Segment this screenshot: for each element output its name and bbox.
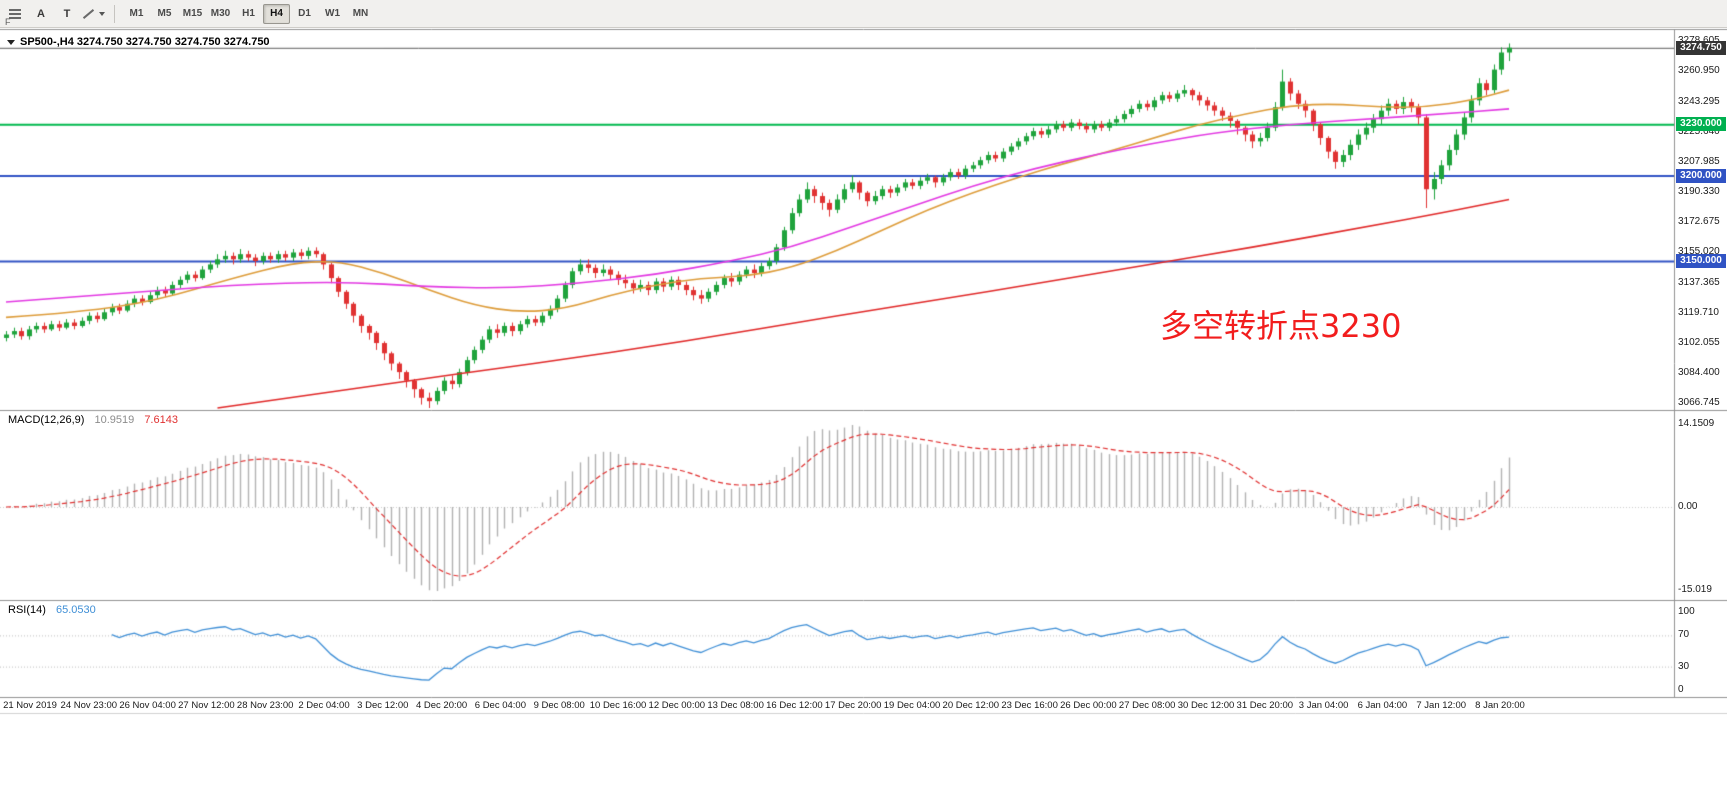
macd-name: MACD(12,26,9) [8, 414, 85, 426]
macd-axis-tick: -15.019 [1678, 584, 1712, 595]
time-label: 27 Nov 12:00 [178, 700, 235, 711]
time-label: 8 Jan 20:00 [1475, 700, 1525, 711]
menu-icon [9, 8, 21, 19]
time-label: 9 Dec 08:00 [533, 700, 585, 711]
current-price-tag: 3274.750 [1676, 40, 1726, 55]
charts-menu-button[interactable] [3, 3, 27, 25]
toolbar-separator [114, 4, 115, 23]
time-label: 12 Dec 00:00 [648, 700, 706, 711]
time-label: 20 Dec 12:00 [942, 700, 1000, 711]
timeframe-button-h4[interactable]: H4 [263, 3, 290, 24]
chart-marker-icon [7, 39, 15, 45]
timeframe-button-h1[interactable]: H1 [235, 4, 262, 24]
rsi-axis-tick: 100 [1678, 606, 1695, 617]
price-tick: 3172.675 [1678, 216, 1720, 228]
timeframe-group: M1 M5 M15 M30 H1 H4 D1 W1 MN [123, 3, 374, 24]
price-tick: 3084.400 [1678, 367, 1720, 379]
timeframe-button-m5[interactable]: M5 [151, 4, 178, 24]
macd-axis-tick: 0.00 [1678, 501, 1698, 512]
time-label: 30 Dec 12:00 [1177, 700, 1235, 711]
time-label: 4 Dec 20:00 [415, 700, 468, 711]
time-label: 26 Dec 00:00 [1060, 700, 1117, 711]
timeframe-button-m30[interactable]: M30 [207, 4, 234, 24]
rsi-axis-tick: 30 [1678, 660, 1690, 672]
level-price-tag: 3230.000 [1676, 117, 1726, 132]
text-tool-button[interactable]: T [55, 3, 79, 25]
time-label: 16 Dec 12:00 [766, 700, 823, 711]
time-label: 21 Nov 2019 [3, 700, 57, 711]
time-label: 24 Nov 23:00 [60, 700, 118, 711]
time-label: 7 Jan 12:00 [1416, 700, 1467, 711]
time-label: 26 Nov 04:00 [119, 700, 176, 711]
time-label: 28 Nov 23:00 [236, 700, 294, 711]
price-tick: 3102.055 [1678, 336, 1720, 348]
time-label: 6 Jan 04:00 [1357, 700, 1408, 711]
price-tick: 3066.745 [1678, 397, 1720, 409]
price-tick: 3137.365 [1678, 276, 1720, 288]
time-label: 27 Dec 08:00 [1118, 700, 1176, 711]
rsi-axis-tick: 0 [1678, 684, 1684, 695]
macd-axis-tick: 14.1509 [1678, 418, 1715, 429]
time-axis[interactable]: 21 Nov 2019 24 Nov 23:00 26 Nov 04:00 27 No… [0, 699, 1674, 713]
toolbar: A T M1 M5 M15 M30 H1 H4 D1 W1 MN [0, 0, 1727, 28]
price-tick: 3155.020 [1678, 246, 1720, 258]
time-label: 13 Dec 08:00 [707, 700, 764, 711]
rsi-name: RSI(14) [8, 604, 46, 616]
macd-signal-value: 7.6143 [144, 414, 178, 426]
macd-main-value: 10.9519 [94, 414, 135, 426]
price-tick: 3190.330 [1678, 186, 1720, 198]
price-tick: 3260.950 [1678, 65, 1720, 77]
draw-tools-dropdown[interactable] [81, 3, 106, 25]
time-label: 23 Dec 16:00 [1001, 700, 1058, 711]
price-tick: 3243.295 [1678, 95, 1720, 107]
macd-label: MACD(12,26,9) 10.9519 7.6143 [8, 414, 178, 426]
price-tick: 3278.605 [1678, 35, 1720, 46]
time-label: 31 Dec 20:00 [1236, 700, 1294, 711]
chevron-down-icon [99, 11, 105, 16]
rsi-label: RSI(14) 65.0530 [8, 604, 96, 616]
trendline-icon [82, 8, 95, 19]
price-axis[interactable]: 3278.6053260.9503243.2953225.6403207.985… [1676, 0, 1727, 714]
timeframe-button-mn[interactable]: MN [347, 4, 374, 24]
symbol-ohlc-text: SP500-,H4 3274.750 3274.750 3274.750 327… [20, 36, 270, 48]
time-label: 17 Dec 20:00 [824, 700, 882, 711]
level-price-tag: 3150.000 [1676, 254, 1726, 269]
annotation-text[interactable]: 多空转折点3230 [1160, 307, 1402, 345]
symbol-header: SP500-,H4 3274.750 3274.750 3274.750 327… [7, 36, 270, 48]
level-price-tag: 3200.000 [1676, 168, 1726, 183]
time-label: 10 Dec 16:00 [589, 700, 647, 711]
time-label: 3 Jan 04:00 [1298, 700, 1349, 711]
price-tick: 3207.985 [1678, 155, 1720, 167]
timeframe-button-m15[interactable]: M15 [179, 4, 206, 24]
timeframe-button-m1[interactable]: M1 [123, 4, 150, 24]
price-tick: 3119.710 [1678, 306, 1719, 318]
timeframe-button-d1[interactable]: D1 [291, 4, 318, 24]
time-label: 19 Dec 04:00 [883, 700, 941, 711]
timeframe-button-w1[interactable]: W1 [319, 4, 346, 24]
time-label: 2 Dec 04:00 [298, 700, 350, 711]
rsi-axis-tick: 70 [1678, 629, 1690, 641]
rsi-value: 65.0530 [55, 604, 96, 616]
arrow-tool-button[interactable]: A [29, 3, 53, 25]
side-tab-label: F [5, 17, 11, 27]
time-label: 3 Dec 12:00 [357, 700, 409, 711]
time-label: 6 Dec 04:00 [474, 700, 527, 711]
